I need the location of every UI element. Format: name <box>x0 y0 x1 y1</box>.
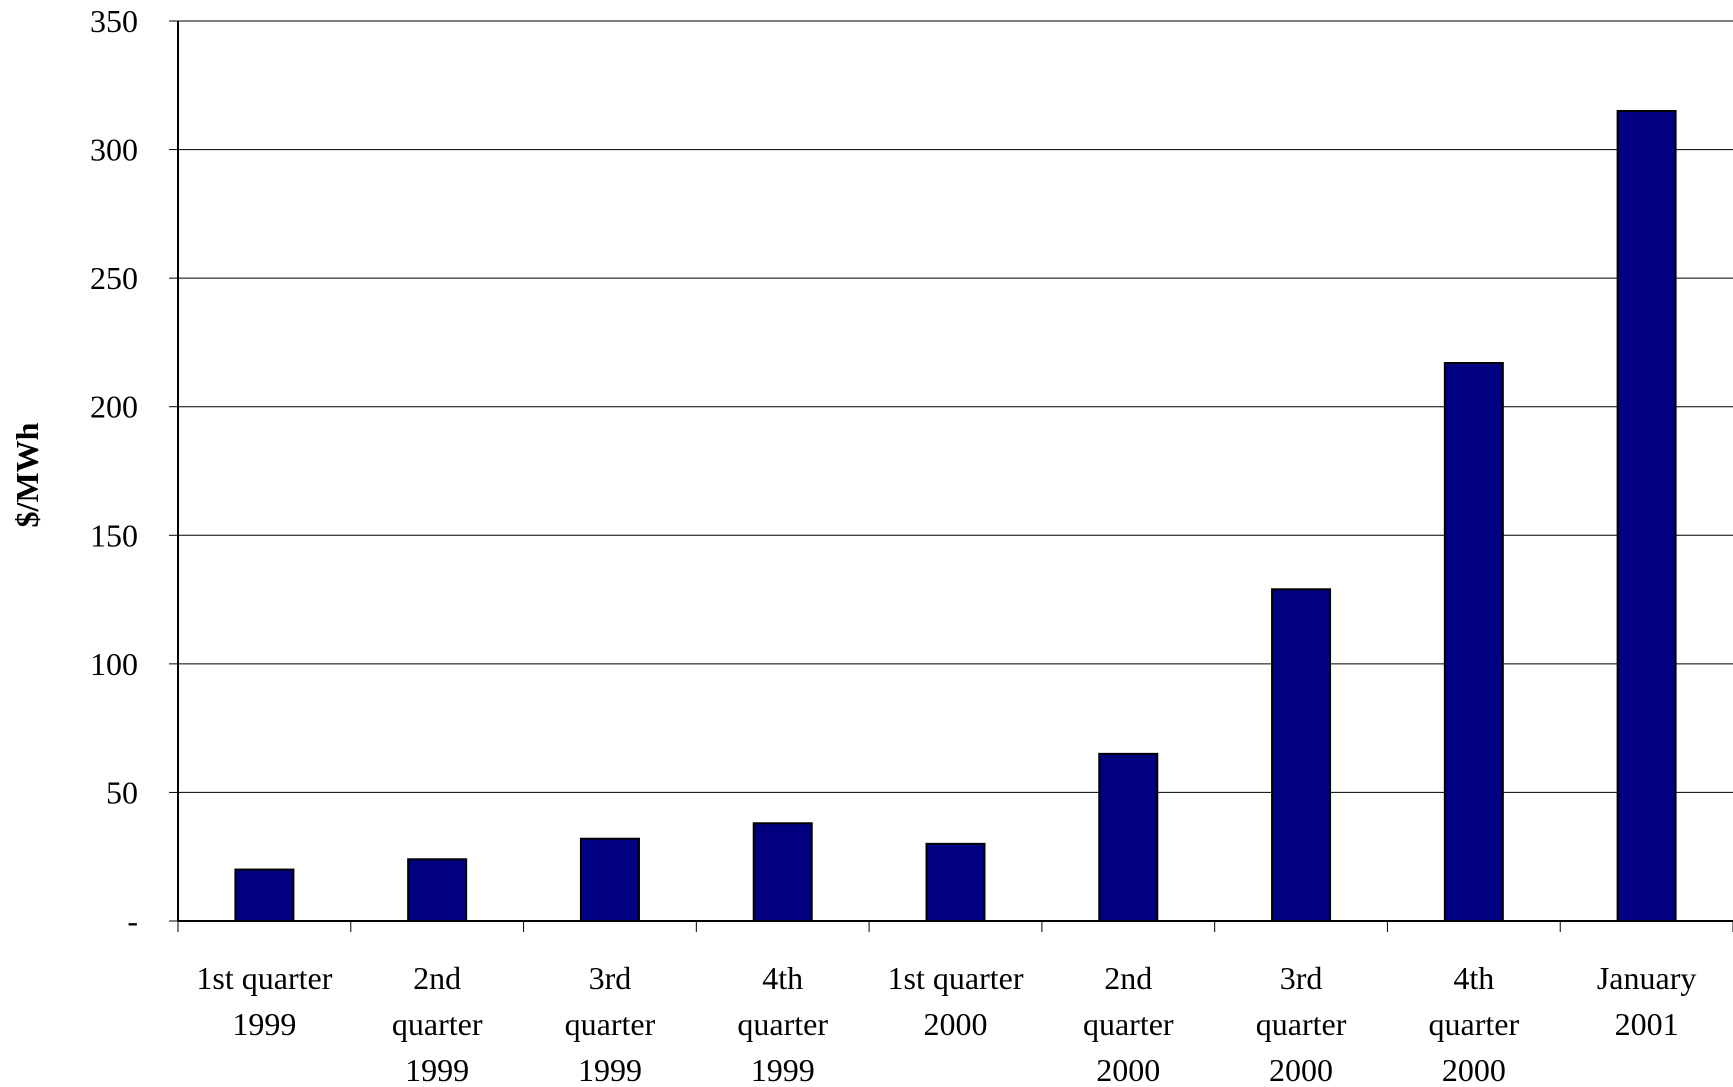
x-axis-ticks: 1st quarter 1999 2nd quarter 1999 3rd quarter 1… <box>177 921 1733 1087</box>
y-tick-label: 200 <box>90 389 138 425</box>
y-tick-label: 150 <box>90 517 138 553</box>
x-tick-label-line: quarter <box>392 1006 483 1042</box>
x-tick-label: 1st quarter 2000 <box>888 960 1024 1042</box>
x-tick-label-line: quarter <box>565 1006 656 1042</box>
x-tick-label-line: quarter <box>1256 1006 1347 1042</box>
x-tick-label-line: 4th <box>1453 960 1494 996</box>
x-tick-label-line: 2000 <box>1442 1052 1506 1087</box>
x-tick-label-line: quarter <box>1429 1006 1520 1042</box>
y-tick-label: 250 <box>90 260 138 296</box>
y-tick-label: 300 <box>90 132 138 168</box>
bar <box>1616 110 1677 922</box>
bar <box>407 858 468 922</box>
x-tick-label: 2nd quarter 2000 <box>1083 960 1174 1087</box>
x-tick-label-line: 1999 <box>751 1052 815 1087</box>
x-tick-label-line: 3rd <box>1280 960 1323 996</box>
bar <box>1098 752 1159 922</box>
bar <box>579 837 640 923</box>
x-tick-label: 1st quarter 1999 <box>196 960 332 1042</box>
y-axis-title: $/MWh <box>9 422 45 527</box>
x-tick-label-line: 1999 <box>405 1052 469 1087</box>
bar <box>752 822 813 922</box>
x-tick-label: January 2001 <box>1597 960 1697 1042</box>
x-tick-label-line: 2000 <box>1269 1052 1333 1087</box>
x-tick-label-line: 2nd <box>413 960 461 996</box>
x-tick-label-line: 3rd <box>589 960 632 996</box>
x-tick-label-line: 1st quarter <box>196 960 332 996</box>
bar <box>925 842 986 922</box>
y-tick-label: - <box>127 903 138 939</box>
y-tick-label: 50 <box>106 774 138 810</box>
x-tick-label-line: 4th <box>762 960 803 996</box>
x-tick-label-line: 1st quarter <box>888 960 1024 996</box>
y-axis-ticks: - 50 100 150 200 250 300 350 <box>90 3 178 939</box>
bars <box>234 110 1677 923</box>
x-tick-label-line: 2000 <box>924 1006 988 1042</box>
x-tick-label-line: 2001 <box>1615 1006 1679 1042</box>
x-tick-label-line: January <box>1597 960 1697 996</box>
x-tick-label: 4th quarter 2000 <box>1429 960 1520 1087</box>
y-tick-label: 350 <box>90 3 138 39</box>
bar <box>234 868 295 922</box>
y-tick-label: 100 <box>90 646 138 682</box>
axes <box>177 20 1733 922</box>
x-tick-label-line: quarter <box>737 1006 828 1042</box>
x-tick-label-line: quarter <box>1083 1006 1174 1042</box>
bar <box>1271 588 1332 922</box>
x-tick-label-line: 2nd <box>1104 960 1152 996</box>
x-tick-label-line: 1999 <box>578 1052 642 1087</box>
x-tick-label: 2nd quarter 1999 <box>392 960 483 1087</box>
x-tick-label-line: 2000 <box>1096 1052 1160 1087</box>
x-tick-label: 4th quarter 1999 <box>737 960 828 1087</box>
bar <box>1443 362 1504 922</box>
x-tick-label-line: 1999 <box>232 1006 296 1042</box>
x-tick-label: 3rd quarter 1999 <box>565 960 656 1087</box>
x-tick-label: 3rd quarter 2000 <box>1256 960 1347 1087</box>
